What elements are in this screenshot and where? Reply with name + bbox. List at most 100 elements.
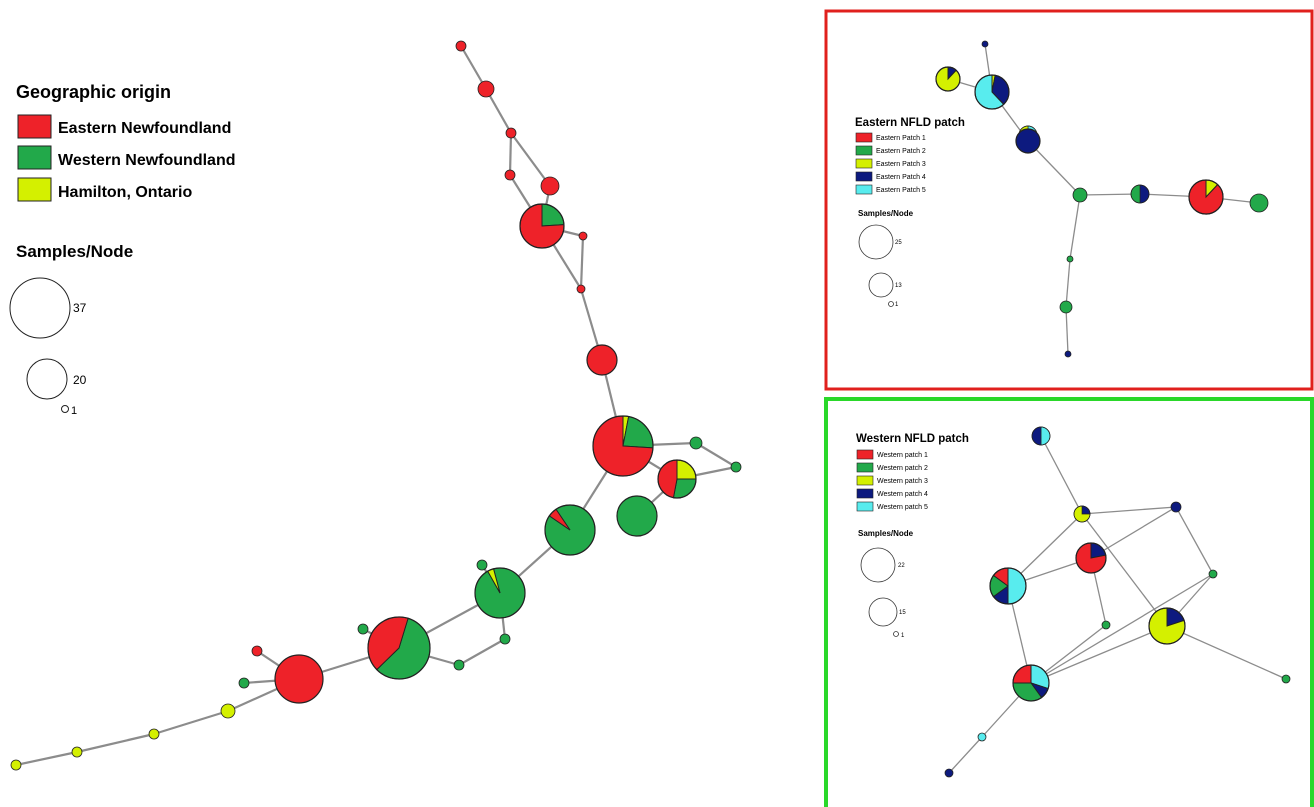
eastern-swatch-2 <box>855 145 873 156</box>
western-swatch-2 <box>856 462 874 473</box>
western-size-label-small: 1 <box>901 633 905 639</box>
node-circle <box>499 633 511 645</box>
eastern-size-circle-medium <box>868 272 894 298</box>
node-pie-slice <box>1040 426 1051 446</box>
network-edge <box>1069 194 1081 260</box>
node-circle <box>251 645 263 657</box>
node-circle <box>10 759 22 771</box>
node-circle <box>71 746 83 758</box>
node-circle <box>689 436 703 450</box>
haplotype-node <box>576 284 586 294</box>
network-edge <box>1175 506 1214 575</box>
network-edge <box>1081 513 1168 627</box>
node-outline <box>1188 179 1224 215</box>
network-edge <box>1090 506 1177 559</box>
network-edge <box>153 709 229 736</box>
node-outline <box>474 567 526 619</box>
node-circle <box>504 169 516 181</box>
haplotype-node <box>1012 664 1050 702</box>
network-edge <box>1079 193 1141 196</box>
haplotype-node <box>1249 193 1269 213</box>
western-size-label-medium: 15 <box>899 610 906 616</box>
node-circle <box>1066 255 1074 263</box>
node-circle <box>540 176 560 196</box>
size-label-small: 1 <box>71 405 77 417</box>
node-circle <box>1208 569 1218 579</box>
haplotype-node <box>1073 505 1091 523</box>
eastern-label-1: Eastern Patch 1 <box>876 135 926 142</box>
network-edge <box>76 732 155 754</box>
network-edge <box>695 442 737 468</box>
main-legend-title: Geographic origin <box>16 82 171 102</box>
haplotype-node <box>977 732 987 742</box>
node-outline <box>974 74 1010 110</box>
node-circle <box>1064 350 1072 358</box>
legend-label-hamilton: Hamilton, Ontario <box>58 184 192 201</box>
haplotype-node <box>1281 674 1291 684</box>
haplotype-node <box>592 415 654 477</box>
node-outline <box>935 66 961 92</box>
eastern-size-label-large: 25 <box>895 240 902 246</box>
western-size-title: Samples/Node <box>858 529 914 538</box>
eastern-swatch-1 <box>855 132 873 143</box>
eastern-swatch-4 <box>855 171 873 182</box>
western-legend: Western NFLD patch Western patch 1 Weste… <box>856 433 969 639</box>
eastern-legend-title: Eastern NFLD patch <box>855 117 965 129</box>
eastern-label-5: Eastern Patch 5 <box>876 187 926 194</box>
network-edge <box>1081 506 1177 515</box>
node-circle <box>576 284 586 294</box>
western-size-circle-large <box>860 547 896 583</box>
node-pie-slice <box>1139 184 1150 204</box>
node-outline <box>1012 664 1050 702</box>
haplotype-node <box>586 344 618 376</box>
western-swatch-5 <box>856 501 874 512</box>
node-circle <box>505 127 517 139</box>
node-circle <box>455 40 467 52</box>
haplotype-node <box>1170 501 1182 513</box>
haplotype-node <box>367 616 431 680</box>
node-circle <box>220 703 236 719</box>
eastern-label-3: Eastern Patch 3 <box>876 161 926 168</box>
network-edge <box>1166 625 1287 680</box>
node-outline <box>1148 607 1186 645</box>
haplotype-node <box>1066 255 1074 263</box>
size-circle-medium <box>26 358 68 400</box>
western-size-circle-medium <box>868 597 898 627</box>
haplotype-node <box>1072 187 1088 203</box>
haplotype-node <box>935 66 961 92</box>
haplotype-node <box>944 768 954 778</box>
node-circle <box>1101 620 1111 630</box>
eastern-legend: Eastern NFLD patch Eastern Patch 1 Easte… <box>855 117 965 308</box>
size-circle-small <box>61 405 69 413</box>
network-edge <box>485 88 512 134</box>
node-circle <box>730 461 742 473</box>
node-circle <box>1281 674 1291 684</box>
node-outline <box>657 459 697 499</box>
node-outline <box>367 616 431 680</box>
haplotype-node <box>505 127 517 139</box>
size-label-medium: 20 <box>73 373 87 387</box>
haplotype-node <box>251 645 263 657</box>
haplotype-node <box>540 176 560 196</box>
haplotype-node <box>474 567 526 619</box>
haplotype-node <box>1148 607 1186 645</box>
legend-swatch-eastern <box>17 114 52 139</box>
haplotype-node <box>519 203 565 249</box>
eastern-swatch-5 <box>855 184 873 195</box>
haplotype-node <box>148 728 160 740</box>
main-legend: Geographic origin Eastern Newfoundland W… <box>9 82 236 417</box>
haplotype-node <box>1188 179 1224 215</box>
eastern-label-2: Eastern Patch 2 <box>876 148 926 155</box>
network-edge <box>1065 306 1069 355</box>
eastern-size-label-small: 1 <box>895 302 899 308</box>
haplotype-node <box>453 659 465 671</box>
node-circle <box>981 40 989 48</box>
node-circle <box>357 623 369 635</box>
node-circle <box>1249 193 1269 213</box>
western-size-label-large: 22 <box>898 563 905 569</box>
western-swatch-1 <box>856 449 874 460</box>
eastern-size-label-medium: 13 <box>895 283 902 289</box>
haplotype-node <box>1075 542 1107 574</box>
eastern-size-circle-small <box>888 301 894 307</box>
